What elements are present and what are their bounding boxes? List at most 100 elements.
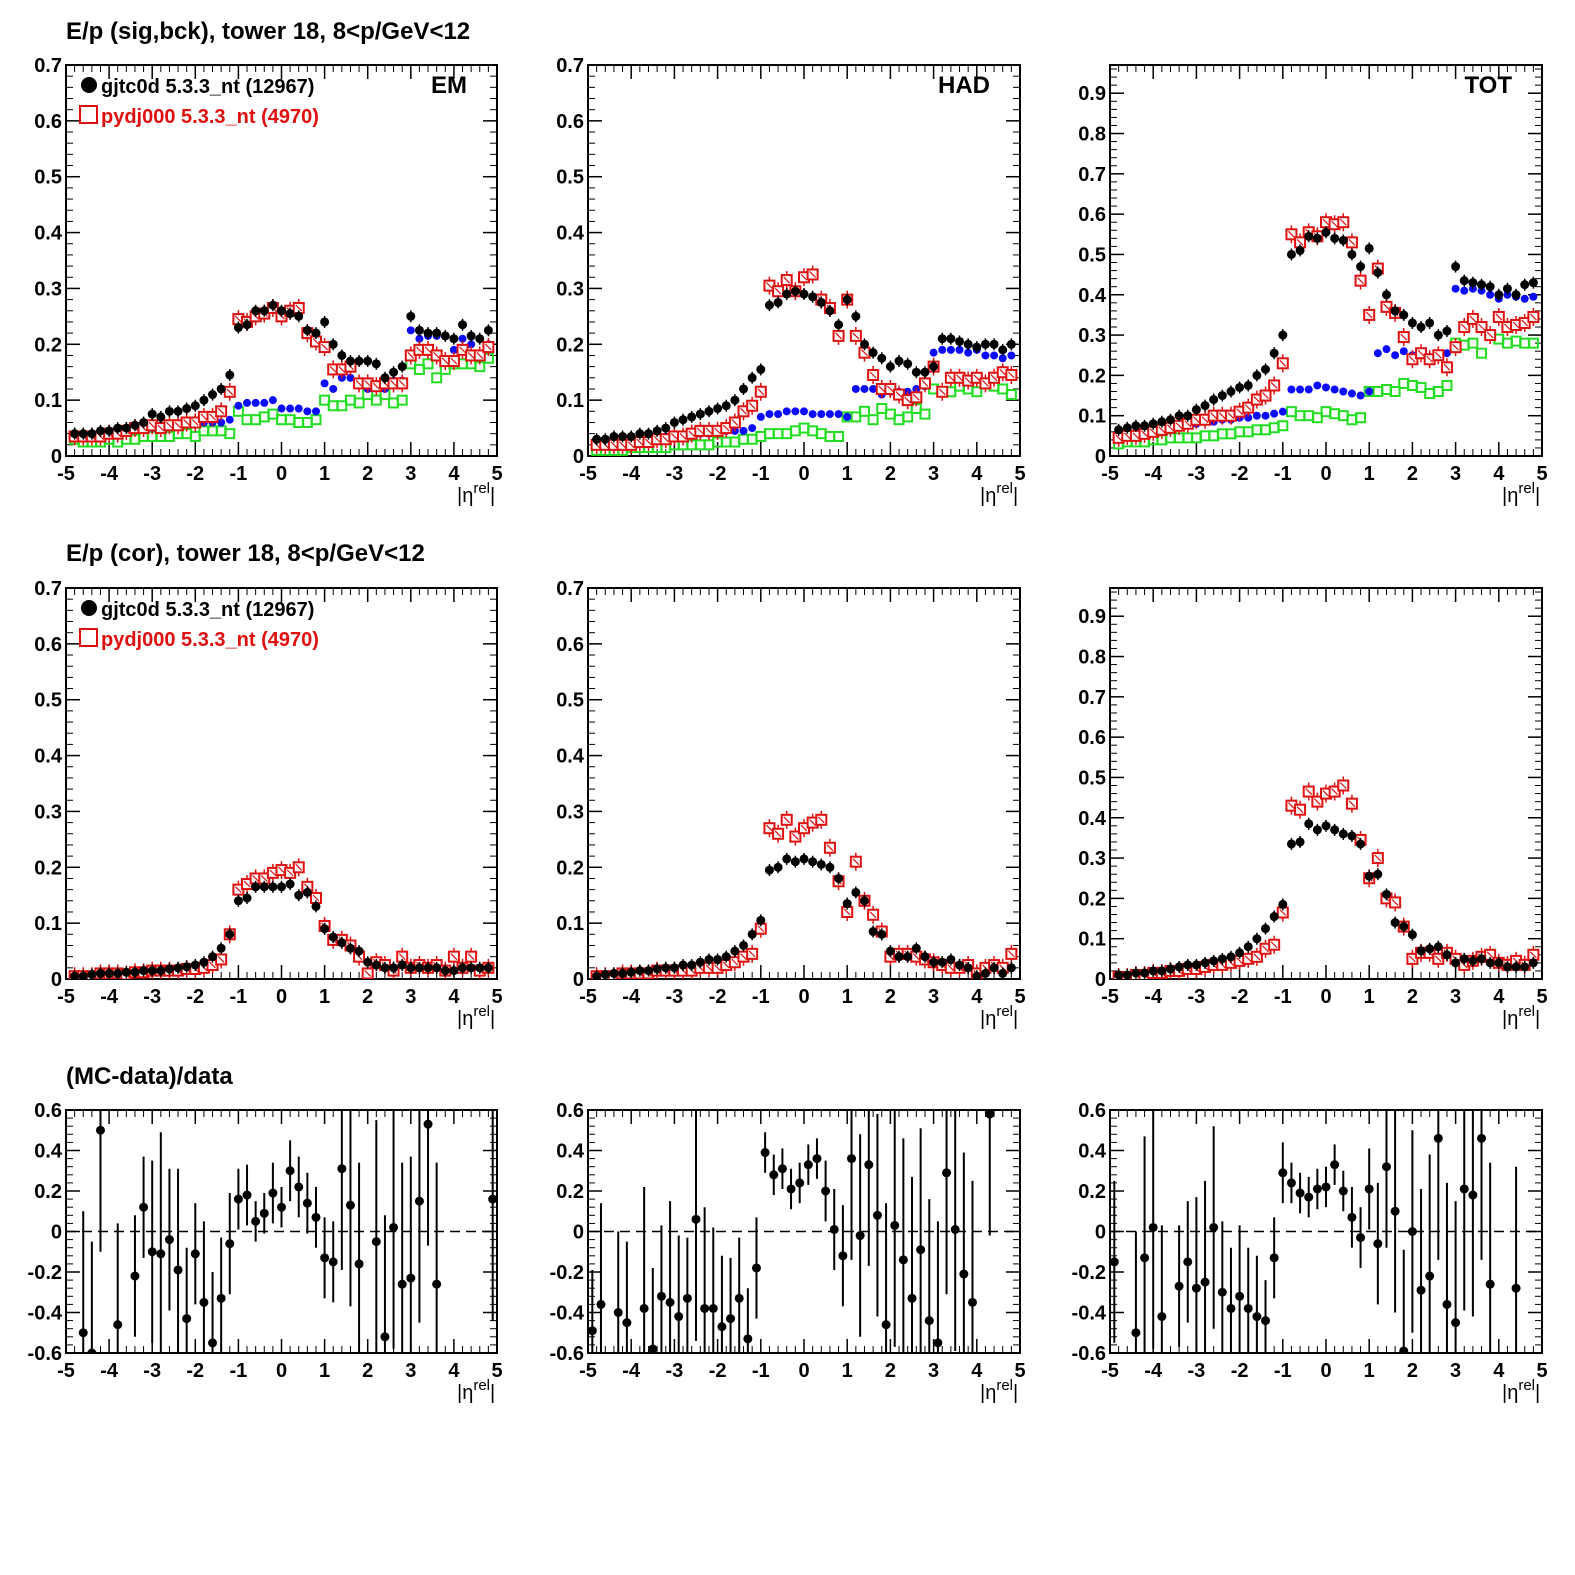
- data-point: [1425, 944, 1435, 954]
- y-tick-label: -0.6: [1072, 1343, 1106, 1365]
- data-point: [1131, 968, 1141, 978]
- data-point: [998, 968, 1008, 978]
- x-axis-label-sup: rel: [1518, 1003, 1535, 1020]
- data-point: [834, 320, 844, 330]
- sig-point: [260, 398, 269, 407]
- sig-point: [765, 410, 774, 419]
- data-point: [371, 1237, 381, 1247]
- x-tick-label: -3: [143, 986, 161, 1008]
- data-point: [808, 857, 818, 867]
- data-point: [406, 963, 416, 973]
- series-data: [592, 285, 1016, 446]
- sig-point: [1460, 286, 1469, 295]
- data-point: [423, 963, 433, 973]
- data-point: [208, 952, 218, 962]
- data-point: [678, 960, 688, 970]
- data-point: [929, 957, 939, 967]
- data-point: [1269, 912, 1279, 922]
- sig-point: [277, 404, 286, 413]
- data-point: [1356, 262, 1366, 272]
- x-axis-label-close: |: [490, 485, 495, 507]
- data-point: [782, 289, 792, 299]
- data-point: [380, 373, 390, 383]
- data-point: [147, 966, 157, 976]
- bck-point: [1432, 386, 1444, 398]
- mc-point-cross: [260, 875, 268, 882]
- plot-frame: [1109, 64, 1543, 457]
- data-point: [95, 1125, 105, 1135]
- data-point: [242, 320, 252, 330]
- data-point: [782, 854, 792, 864]
- x-tick-label: 4: [1493, 463, 1505, 485]
- bck-point: [431, 372, 443, 384]
- data-point: [1304, 231, 1314, 241]
- data-point: [877, 353, 887, 363]
- mc-point-cross: [424, 346, 432, 354]
- data-point: [643, 429, 653, 439]
- bck-point: [1277, 420, 1289, 432]
- data-point: [868, 348, 878, 358]
- data-point: [1511, 290, 1521, 300]
- y-tick-label: 0.6: [34, 1100, 62, 1122]
- data-point: [760, 1148, 770, 1158]
- data-point: [458, 320, 468, 330]
- data-point: [894, 952, 904, 962]
- data-point: [1286, 249, 1296, 259]
- data-point: [104, 426, 114, 436]
- sig-point: [1270, 409, 1279, 418]
- y-tick-label: 0.7: [556, 55, 584, 77]
- data-point: [726, 1314, 736, 1324]
- data-point: [294, 1182, 304, 1192]
- data-point: [199, 395, 209, 405]
- mc-point-cross: [1262, 945, 1269, 953]
- sig-point: [303, 407, 312, 416]
- data-point: [1330, 1160, 1340, 1170]
- data-point: [859, 339, 869, 349]
- mc-point-cross: [852, 858, 860, 866]
- y-tick-label: 0.4: [34, 1141, 63, 1163]
- y-tick-label: 0: [573, 969, 584, 991]
- data-point: [259, 1208, 269, 1218]
- y-tick-label: 0.5: [556, 690, 584, 712]
- data-point: [955, 336, 965, 346]
- bck-point: [876, 403, 888, 415]
- sig-point: [1373, 349, 1382, 358]
- x-axis-label-close: |: [1535, 485, 1540, 507]
- bck-point: [1355, 412, 1367, 424]
- bck-point: [1389, 386, 1401, 398]
- mc-point-cross: [740, 407, 747, 415]
- y-tick-label: 0.6: [556, 634, 584, 656]
- data-point: [1269, 1253, 1279, 1263]
- x-tick-label: -2: [1231, 986, 1249, 1008]
- data-point: [1226, 387, 1236, 397]
- y-tick-label: 0.6: [34, 111, 62, 133]
- sig-point: [955, 345, 964, 354]
- data-point: [380, 963, 390, 973]
- mc-point-cross: [1158, 426, 1166, 434]
- data-point: [648, 1344, 658, 1353]
- data-point: [1459, 954, 1469, 964]
- mc-point-cross: [295, 863, 303, 871]
- mc-point-cross: [398, 379, 406, 387]
- x-tick-label: -5: [1101, 463, 1119, 485]
- data-point: [311, 901, 321, 911]
- series-data: [1110, 1110, 1521, 1353]
- y-tick-label: 0: [1095, 446, 1106, 468]
- y-tick-label: 0.8: [1078, 647, 1106, 669]
- data-point: [1425, 318, 1435, 328]
- x-axis-label-main: |η: [457, 485, 473, 507]
- data-point: [877, 929, 887, 939]
- mc-point-cross: [191, 419, 199, 426]
- legend-mc-label: pydj000 5.3.3_nt (4970): [101, 106, 319, 128]
- data-point: [199, 1297, 209, 1307]
- x-tick-label: 2: [885, 463, 896, 485]
- y-tick-label: 0.4: [556, 223, 585, 245]
- sig-point: [782, 407, 791, 416]
- mc-point-cross: [1262, 392, 1269, 399]
- data-point: [458, 963, 468, 973]
- data-point: [721, 952, 731, 962]
- plot-marks: [588, 1110, 995, 1353]
- data-point: [225, 1239, 235, 1249]
- x-tick-label: 3: [1450, 986, 1461, 1008]
- data-point: [78, 971, 88, 979]
